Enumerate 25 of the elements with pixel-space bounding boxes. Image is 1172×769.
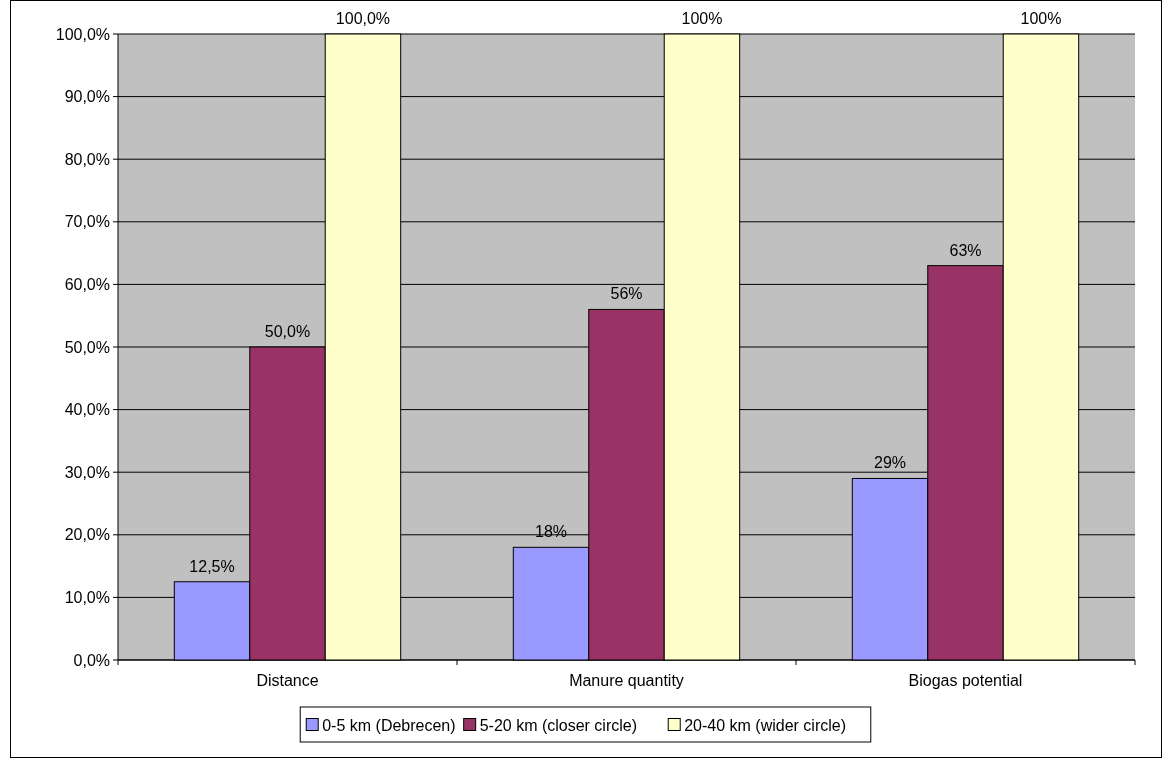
y-tick-label: 40,0% [64,401,110,419]
data-label: 100,0% [335,10,391,27]
legend-label: 20-40 km (wider circle) [684,716,847,734]
y-tick-label: 50,0% [64,338,110,356]
data-label: 100% [681,10,723,27]
y-tick-label: 70,0% [64,213,110,231]
y-tick-label: 90,0% [64,88,110,106]
data-label: 29% [874,454,907,472]
y-tick-label: 60,0% [64,276,110,293]
data-label: 50,0% [264,323,311,340]
legend-label: 0-5 km (Debrecen) [322,716,456,734]
y-tick-label: 30,0% [64,463,110,481]
data-label: 12,5% [189,557,235,575]
x-tick-label: Biogas potential [908,672,1023,689]
y-tick-label: 0,0% [73,651,110,669]
x-tick-label: Manure quantity [569,672,684,689]
y-tick-label: 100,0% [55,25,110,43]
y-tick-label: 80,0% [64,150,110,168]
y-tick-label: 10,0% [64,589,110,606]
legend-label: 5-20 km (closer circle) [479,716,638,734]
x-tick-label: Distance [256,672,319,689]
y-tick-label: 20,0% [64,526,110,544]
data-label: 63% [949,241,982,259]
data-label: 100% [1020,10,1062,27]
data-label: 56% [610,285,643,303]
